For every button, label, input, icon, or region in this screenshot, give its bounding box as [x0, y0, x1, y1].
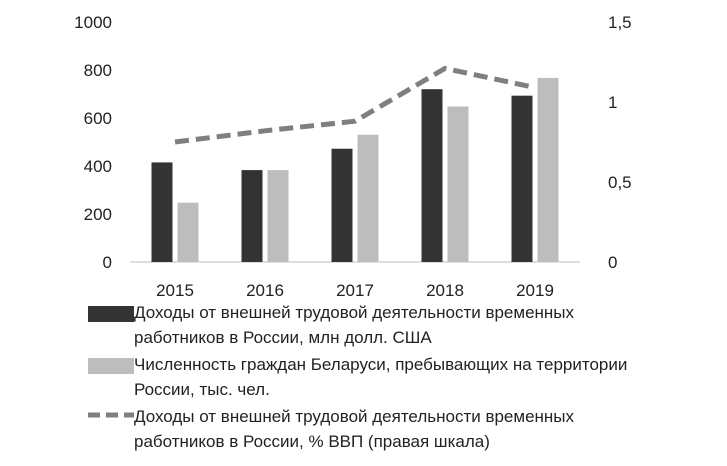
legend: Доходы от внешней трудовой деятельности … — [88, 300, 688, 456]
y-left-tick-label: 0 — [103, 253, 112, 272]
legend-item-income-usd: Доходы от внешней трудовой деятельности … — [88, 300, 688, 350]
y-left-tick-label: 400 — [84, 157, 112, 176]
bar-income-usd-2018 — [421, 89, 443, 262]
bar-citizens-2015 — [177, 202, 199, 262]
y-left-tick-label: 600 — [84, 109, 112, 128]
line-series — [174, 65, 536, 145]
y-left-tick-label: 800 — [84, 61, 112, 80]
x-tick-label-2019: 2019 — [516, 281, 554, 300]
bars — [151, 77, 559, 263]
x-tick-label-2015: 2015 — [156, 281, 194, 300]
legend-item-income-gdp: Доходы от внешней трудовой деятельности … — [88, 404, 688, 454]
legend-label-citizens: Численность граждан Беларуси, пребывающи… — [134, 355, 628, 399]
bar-citizens-2018 — [447, 106, 469, 262]
legend-label-income-usd: Доходы от внешней трудовой деятельности … — [134, 303, 575, 347]
bar-citizens-2019 — [537, 77, 559, 262]
y-left-tick-label: 1000 — [74, 13, 112, 32]
bar-citizens-2017 — [357, 134, 379, 262]
legend-label-income-gdp: Доходы от внешней трудовой деятельности … — [134, 407, 575, 451]
bar-income-usd-2017 — [331, 148, 353, 262]
bar-income-usd-2019 — [511, 95, 533, 263]
legend-swatch-light-bar — [88, 358, 134, 374]
x-tick-label-2017: 2017 — [336, 281, 374, 300]
bar-income-usd-2015 — [151, 162, 173, 262]
bar-citizens-2016 — [267, 170, 289, 262]
x-tick-label-2018: 2018 — [426, 281, 464, 300]
y-right-tick-label: 1,5 — [608, 13, 632, 32]
x-tick-label-2016: 2016 — [246, 281, 284, 300]
tick-labels: 0 200 400 600 800 1000 0 0,5 1 1,5 2015 2016 2017 201… — [74, 13, 631, 300]
y-right-tick-label: 1 — [608, 93, 617, 112]
y-right-tick-label: 0,5 — [608, 173, 632, 192]
y-right-tick-label: 0 — [608, 253, 617, 272]
line-income-gdp — [174, 65, 536, 145]
combo-chart: 0 200 400 600 800 1000 0 0,5 1 1,5 2015 2016 2017 201… — [74, 13, 631, 300]
legend-item-citizens: Численность граждан Беларуси, пребывающи… — [88, 352, 688, 402]
legend-swatch-dashed-line — [88, 412, 134, 418]
bar-income-usd-2016 — [241, 170, 263, 262]
y-left-tick-label: 200 — [84, 205, 112, 224]
legend-swatch-dark-bar — [88, 306, 134, 322]
